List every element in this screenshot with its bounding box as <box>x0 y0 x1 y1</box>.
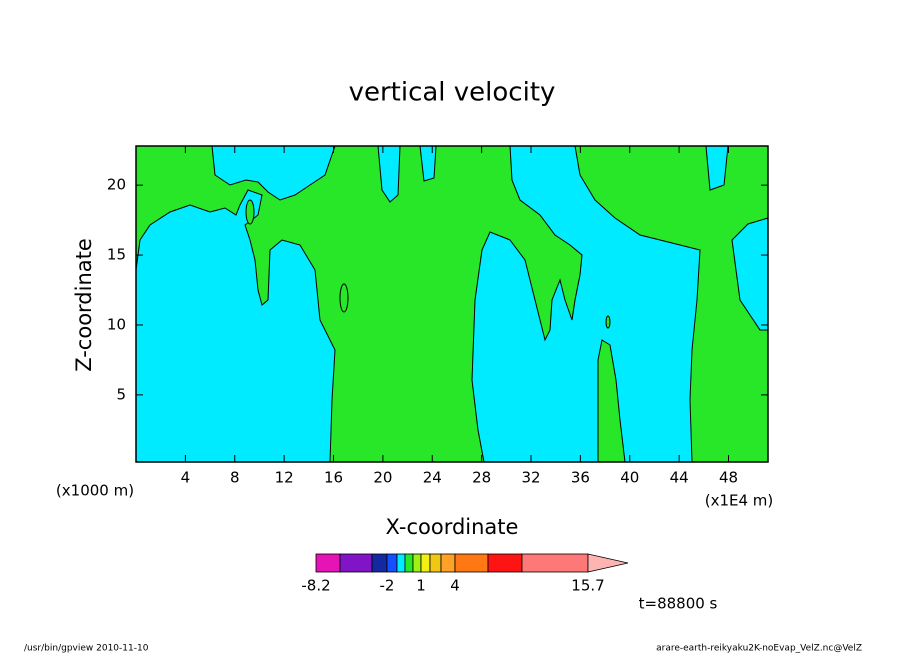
x-unit-note: (x1000 m) <box>56 482 134 500</box>
contour-region <box>339 283 349 313</box>
y-tick-label: 10 <box>107 315 126 333</box>
contour-field <box>135 145 769 463</box>
x-tick-label: 36 <box>571 469 590 487</box>
x-axis-title: X-coordinate <box>386 515 519 539</box>
x-tick-label: 8 <box>230 469 240 487</box>
contour-region <box>211 145 336 201</box>
contour-region <box>605 315 611 329</box>
colorbar-box <box>420 553 431 573</box>
colorbar-box <box>339 553 373 573</box>
colorbar-tick-label: 1 <box>416 577 426 595</box>
colorbar-tick-label: -2 <box>380 577 395 595</box>
x-tick-label: 16 <box>324 469 343 487</box>
colorbar-box <box>396 553 406 573</box>
x-tick-label: 24 <box>423 469 442 487</box>
colorbar-extension <box>587 553 629 573</box>
x-tick-label: 4 <box>181 469 191 487</box>
x-tick-label: 48 <box>719 469 738 487</box>
x-tick-label: 40 <box>620 469 639 487</box>
contour-region <box>597 339 626 463</box>
colorbar-box <box>429 553 442 573</box>
colorbar-tick-label: 4 <box>450 577 460 595</box>
x-tick-label: 12 <box>275 469 294 487</box>
colorbar-tick-label: -8.2 <box>301 577 330 595</box>
x-tick-label: 20 <box>373 469 392 487</box>
chart-title: vertical velocity <box>349 78 556 108</box>
colorbar-box <box>454 553 489 573</box>
colorbar-box <box>315 553 341 573</box>
plot-frame <box>135 145 769 463</box>
x-tick-label: 44 <box>670 469 689 487</box>
colorbar-tick-label: 15.7 <box>571 577 604 595</box>
colorbar-box <box>412 553 422 573</box>
y-tick-label: 5 <box>116 385 126 403</box>
x-tick-label: 28 <box>472 469 491 487</box>
colorbar-box <box>521 553 589 573</box>
y-axis-title: Z-coordinate <box>72 238 96 372</box>
footer-left: /usr/bin/gpview 2010-11-10 <box>24 644 149 654</box>
colorbar-box <box>371 553 388 573</box>
y-tick-label: 20 <box>107 176 126 194</box>
contour-region <box>245 199 255 225</box>
colorbar-box <box>404 553 414 573</box>
x-tick-label: 32 <box>521 469 540 487</box>
x-unit-note: (x1E4 m) <box>705 492 774 510</box>
colorbar-box <box>487 553 523 573</box>
footer-right: arare-earth-reikyaku2K-noEvap_VelZ.nc@Ve… <box>656 644 862 654</box>
colorbar-box <box>440 553 456 573</box>
colorbar-box <box>386 553 398 573</box>
time-label: t=88800 s <box>639 595 718 613</box>
y-tick-label: 15 <box>107 246 126 264</box>
